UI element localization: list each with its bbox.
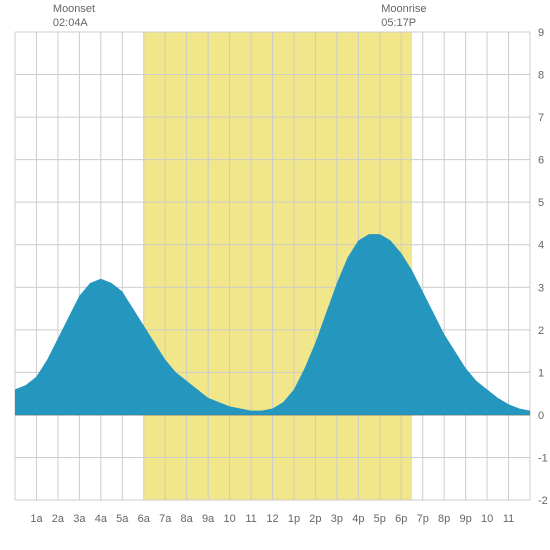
x-tick-label: 3a (73, 513, 86, 525)
x-tick-label: 9p (460, 513, 472, 525)
x-tick-label: 2p (309, 513, 321, 525)
y-tick-label: 3 (538, 282, 544, 294)
y-tick-label: -2 (538, 495, 548, 507)
x-tick-label: 1p (288, 513, 300, 525)
x-tick-label: 3p (331, 513, 343, 525)
y-tick-label: 2 (538, 325, 544, 337)
y-tick-label: 4 (538, 240, 544, 252)
x-tick-label: 11 (245, 513, 256, 525)
moonrise-title: Moonrise (381, 2, 426, 16)
y-tick-label: 6 (538, 155, 544, 167)
x-tick-label: 4a (95, 513, 108, 525)
x-tick-label: 6a (138, 513, 151, 525)
x-tick-label: 11 (503, 513, 514, 525)
moonset-annotation: Moonset 02:04A (53, 2, 95, 31)
y-tick-label: 8 (538, 70, 544, 82)
tide-chart: Moonset 02:04A Moonrise 05:17P -2-101234… (0, 0, 550, 550)
x-tick-label: 6p (395, 513, 407, 525)
y-tick-label: 9 (538, 27, 544, 39)
x-tick-label: 1a (30, 513, 43, 525)
moonrise-time: 05:17P (381, 16, 426, 30)
grid (15, 32, 530, 500)
x-tick-label: 12 (266, 513, 278, 525)
x-tick-label: 8p (438, 513, 450, 525)
x-tick-label: 7a (159, 513, 172, 525)
x-tick-label: 10 (223, 513, 235, 525)
x-tick-label: 10 (481, 513, 493, 525)
moonset-title: Moonset (53, 2, 95, 16)
moonrise-annotation: Moonrise 05:17P (381, 2, 426, 31)
y-tick-label: 0 (538, 410, 544, 422)
y-tick-label: 7 (538, 112, 544, 124)
x-tick-label: 2a (52, 513, 65, 525)
moonset-time: 02:04A (53, 16, 95, 30)
y-tick-label: 1 (538, 367, 544, 379)
x-tick-label: 4p (352, 513, 364, 525)
x-tick-label: 8a (181, 513, 194, 525)
x-tick-label: 5a (116, 513, 129, 525)
y-tick-label: -1 (538, 452, 548, 464)
x-tick-label: 9a (202, 513, 215, 525)
x-tick-label: 7p (417, 513, 429, 525)
y-tick-label: 5 (538, 197, 544, 209)
chart-svg: -2-101234567891a2a3a4a5a6a7a8a9a1011121p… (0, 0, 550, 550)
x-tick-label: 5p (374, 513, 386, 525)
